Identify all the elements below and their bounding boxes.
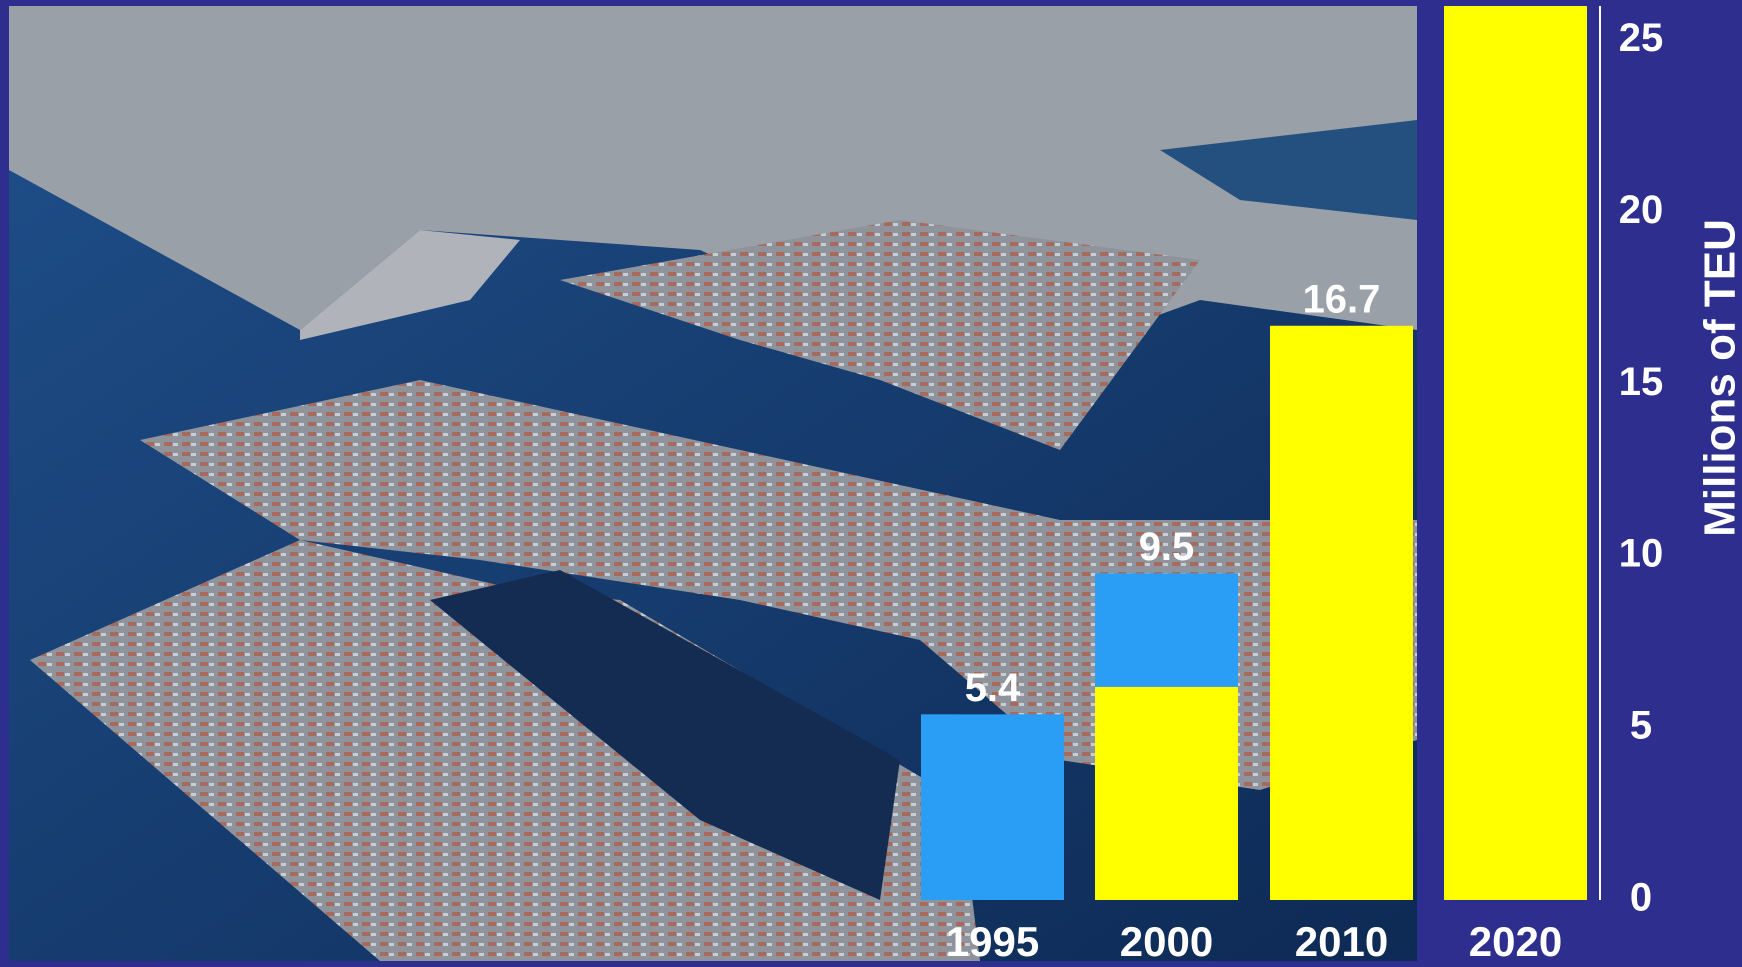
y-axis-label: Millions of TEU [1696,219,1742,537]
bar-segment [1095,573,1238,687]
harbor-photo [9,6,1417,961]
x-tick-label: 1995 [946,918,1039,965]
y-tick-label: 15 [1619,360,1664,404]
y-tick-label: 10 [1619,532,1664,576]
x-tick-label: 2010 [1295,918,1388,965]
bar-segment [921,714,1064,900]
data-label: 16.7 [1303,277,1381,321]
y-tick-label: 5 [1630,704,1652,748]
bar-segment [1270,325,1413,900]
x-tick-label: 2020 [1469,918,1562,965]
bar-segment [1444,6,1587,900]
data-label: 9.5 [1139,525,1195,569]
data-label: 5.4 [965,666,1021,710]
y-tick-label: 25 [1619,16,1664,60]
y-tick-label: 0 [1630,876,1652,920]
x-tick-label: 2000 [1120,918,1213,965]
y-tick-label: 20 [1619,188,1664,232]
bar-segment [1095,686,1238,900]
